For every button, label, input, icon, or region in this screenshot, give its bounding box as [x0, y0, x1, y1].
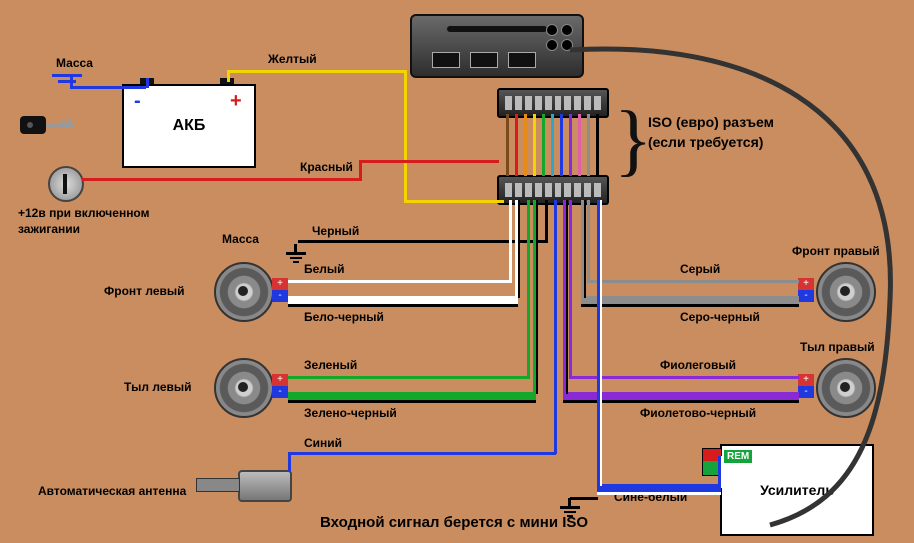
violet-black-label: Фиолетово-черный [640, 406, 756, 420]
blue-white-wire-v [597, 200, 600, 486]
grey-black-wire-v [581, 200, 584, 298]
white-black-wire [288, 296, 518, 307]
bundle-wire-1 [506, 114, 509, 176]
yellow-wire-h1 [227, 70, 407, 73]
black-wire-v [545, 200, 548, 242]
battery-minus: - [134, 90, 141, 113]
mass-mid-label: Масса [222, 232, 259, 246]
iso-label-line2: (если требуется) [648, 134, 763, 150]
bundle-wire-6 [551, 114, 554, 176]
grey-wire [587, 280, 799, 283]
bundle-wire-4 [533, 114, 536, 176]
green-wire [288, 376, 530, 379]
white-black-label: Бело-черный [304, 310, 384, 324]
rear-left-label: Тыл левый [124, 380, 192, 394]
mass-wire-top-v [146, 78, 149, 88]
terminal-front-right: +- [798, 278, 814, 302]
port-a [432, 52, 460, 68]
ground-symbol-mid [286, 244, 306, 264]
iso-connector-bottom [497, 175, 609, 205]
violet-wire [569, 376, 799, 379]
antenna-icon [238, 470, 292, 502]
battery-plus: + [230, 90, 242, 113]
rem-tag: REM [724, 450, 752, 463]
antenna-wire-v [288, 452, 291, 472]
terminal-front-left: +- [272, 278, 288, 302]
bundle-wire-11 [596, 114, 599, 176]
bundle-wire-8 [569, 114, 572, 176]
red-wire-v [359, 160, 362, 180]
speaker-rear-right [816, 358, 876, 418]
violet-black-wire-v [563, 200, 566, 394]
violet-label: Фиолеговый [660, 358, 736, 372]
auto-antenna-label: Автоматическая антенна [38, 484, 186, 498]
port-b [470, 52, 498, 68]
speaker-front-left [214, 262, 274, 322]
rear-right-label: Тыл правый [800, 340, 875, 354]
mass-wire-top-h [70, 86, 146, 89]
blue-wire-h [290, 452, 556, 455]
grey-label: Серый [680, 262, 720, 276]
head-unit [410, 14, 584, 78]
bracket-icon: } [614, 108, 652, 172]
green-black-wire-v [533, 200, 536, 394]
terminal-rear-right: +- [798, 374, 814, 398]
red-wire-h1 [82, 178, 362, 181]
grey-black-wire [581, 296, 799, 307]
yellow-wire-v2 [404, 70, 407, 200]
blue-wire-v [554, 200, 557, 454]
front-left-label: Фронт левый [104, 284, 185, 298]
ignition-lock-icon [48, 166, 84, 202]
grey-black-label: Серо-черный [680, 310, 760, 324]
blue-white-wire-v2 [718, 456, 721, 488]
cd-slot [447, 26, 547, 32]
yellow-label: Желтый [268, 52, 317, 66]
yellow-wire-h2 [404, 200, 504, 203]
iso-label-line1: ISO (евро) разъем [648, 114, 774, 130]
ground-wire-bottom [570, 497, 598, 500]
grey-wire-v [587, 200, 590, 282]
bundle-wire-9 [578, 114, 581, 176]
white-wire [288, 280, 512, 283]
speaker-front-right [816, 262, 876, 322]
white-wire-v [509, 200, 512, 282]
bottom-note: Входной сигнал берется с мини ISO [320, 514, 588, 531]
front-right-label: Фронт правый [792, 244, 880, 258]
green-label: Зеленый [304, 358, 357, 372]
bundle-wire-10 [587, 114, 590, 176]
green-black-label: Зелено-черный [304, 406, 397, 420]
bundle-wire-2 [515, 114, 518, 176]
blue-label: Синий [304, 436, 342, 450]
red-wire-h2 [359, 160, 499, 163]
speaker-rear-left [214, 358, 274, 418]
white-black-wire-v [515, 200, 518, 298]
blue-white-wire-h [597, 484, 721, 495]
port-c [508, 52, 536, 68]
red-label: Красный [300, 160, 353, 174]
ignition-note-line1: +12в при включенном [18, 206, 149, 220]
black-label: Черный [312, 224, 359, 238]
green-wire-v [527, 200, 530, 378]
ignition-note-line2: зажигании [18, 222, 80, 236]
bundle-wire-7 [560, 114, 563, 176]
bundle-wire-3 [524, 114, 527, 176]
antenna-connector [196, 478, 240, 492]
white-label: Белый [304, 262, 345, 276]
mass-top-label: Масса [56, 56, 93, 70]
rca-outputs [546, 24, 574, 51]
violet-wire-v [569, 200, 572, 378]
green-black-wire [288, 392, 536, 403]
terminal-rear-left: +- [272, 374, 288, 398]
bundle-wire-5 [542, 114, 545, 176]
key-icon [18, 110, 78, 150]
